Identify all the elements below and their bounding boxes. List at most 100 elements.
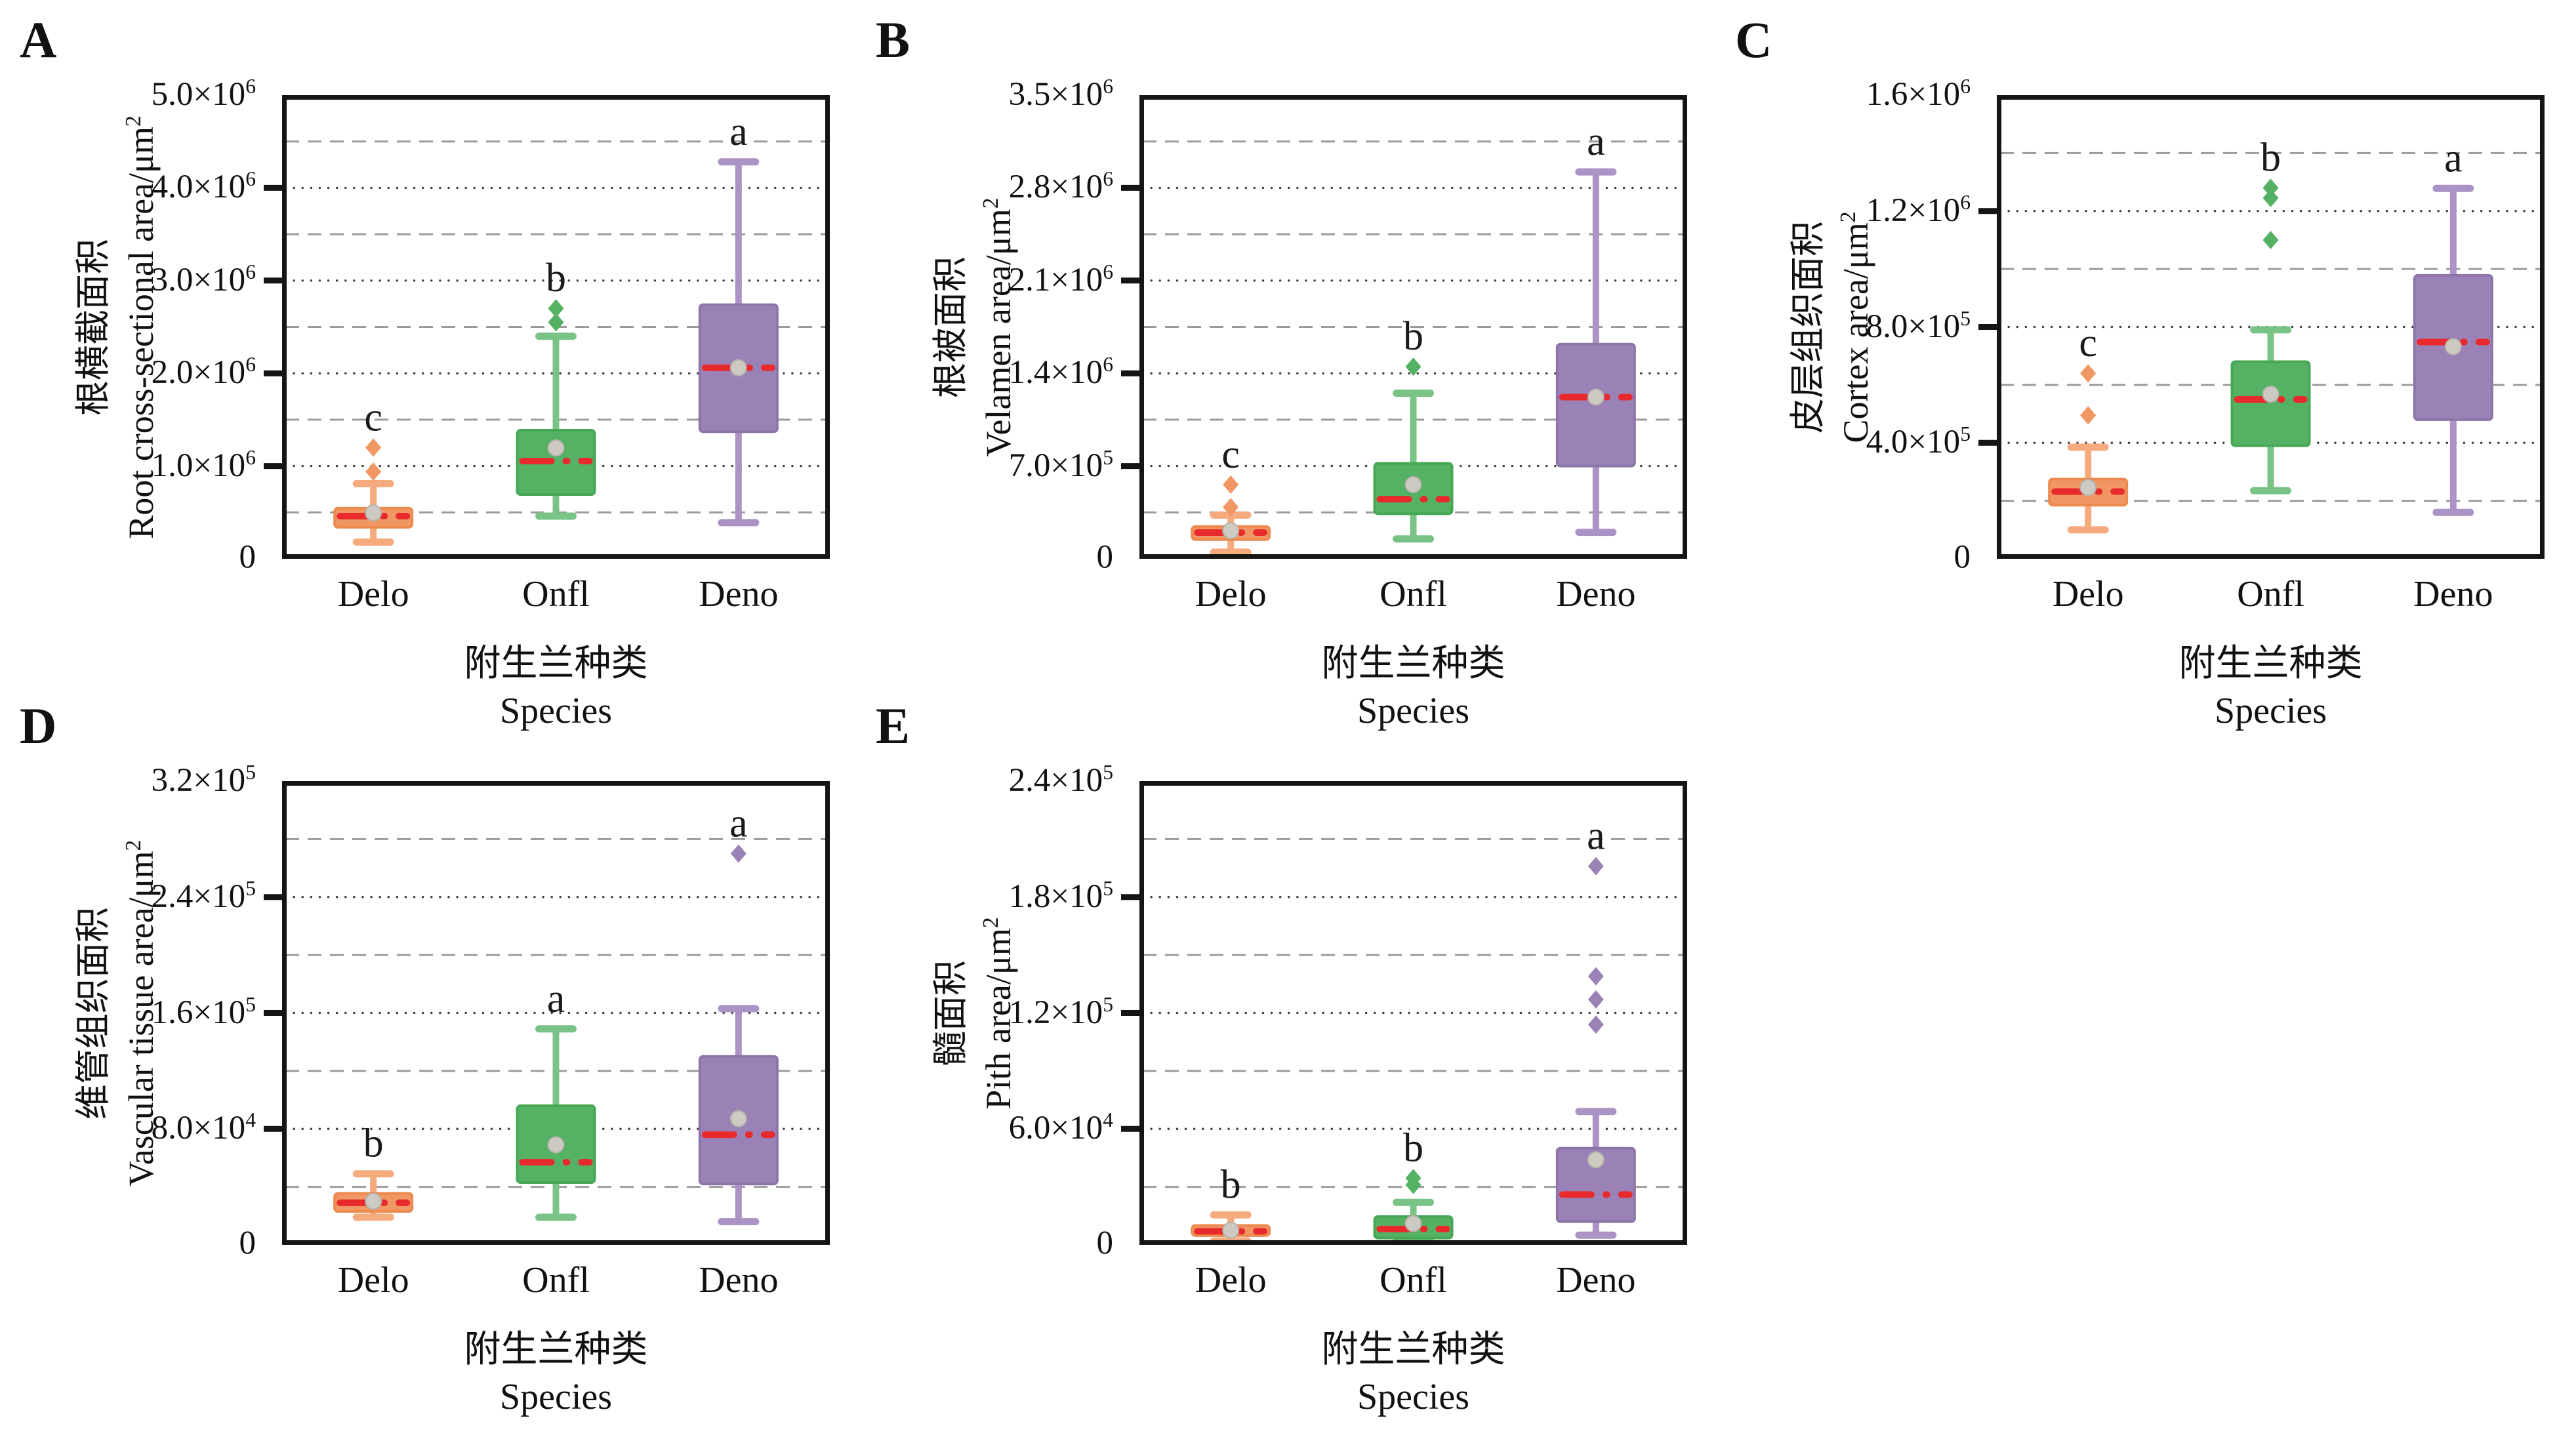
boxplot-A-Deno: a bbox=[698, 110, 779, 527]
significance-letter-B-Deno: a bbox=[1587, 119, 1605, 164]
significance-letter-D-Delo: b bbox=[363, 1122, 384, 1166]
x-axis-title-cn-C: 附生兰种类 bbox=[2179, 643, 2363, 684]
whisker-cap-bottom-Onfl bbox=[535, 1213, 577, 1221]
boxplot-E-Deno: a bbox=[1555, 814, 1636, 1239]
y-tick-label-E-120000: 1.2×105 bbox=[1008, 992, 1113, 1031]
whisker-cap-top-Deno bbox=[718, 1005, 760, 1013]
outlier-marker-Onfl-1 bbox=[1405, 1169, 1422, 1188]
outlier-marker-Deno-3 bbox=[1587, 857, 1604, 876]
mean-marker-Deno bbox=[1587, 388, 1605, 406]
y-tick-label-E-0: 0 bbox=[1096, 1224, 1114, 1262]
y-tick-label-D-320000: 3.2×105 bbox=[151, 760, 256, 799]
outlier-marker-Deno-2 bbox=[1587, 967, 1604, 986]
significance-letter-D-Onfl: a bbox=[547, 977, 565, 1021]
whisker-cap-bottom-Onfl bbox=[1393, 535, 1434, 543]
plot-border-A bbox=[282, 95, 830, 559]
mean-marker-Deno bbox=[729, 1110, 747, 1127]
mean-marker-Deno bbox=[729, 359, 747, 376]
y-tick-label-B-2100000: 2.1×106 bbox=[1008, 260, 1113, 298]
outlier-marker-Delo-0 bbox=[2080, 406, 2097, 425]
x-category-label-A-Deno: Deno bbox=[699, 574, 779, 615]
y-tick-label-E-240000: 2.4×105 bbox=[1008, 760, 1113, 799]
significance-letter-C-Onfl: b bbox=[2260, 135, 2281, 180]
x-axis-title-en-E: Species bbox=[1357, 1377, 1470, 1417]
y-tick-label-B-1400000: 1.4×106 bbox=[1008, 353, 1113, 392]
whisker-cap-top-Onfl bbox=[2250, 326, 2291, 334]
significance-letter-E-Deno: a bbox=[1587, 814, 1605, 859]
x-category-label-D-Delo: Delo bbox=[337, 1260, 409, 1301]
outlier-marker-Delo-0 bbox=[1223, 498, 1239, 517]
y-tick-label-A-0: 0 bbox=[239, 538, 256, 576]
panel-letter-C: C bbox=[1735, 11, 1772, 68]
x-category-label-B-Onfl: Onfl bbox=[1380, 574, 1447, 615]
outlier-marker-Deno-1 bbox=[1587, 990, 1604, 1009]
panel-letter-D: D bbox=[20, 697, 57, 754]
y-tick-label-D-240000: 2.4×105 bbox=[151, 876, 256, 915]
boxplot-B-Deno: a bbox=[1555, 119, 1636, 536]
x-category-label-C-Onfl: Onfl bbox=[2237, 574, 2304, 615]
plot-area-B: c b a bbox=[1121, 95, 1687, 559]
mean-marker-Delo bbox=[1222, 1221, 1240, 1239]
whisker-cap-bottom-Deno bbox=[718, 1218, 760, 1226]
plot-area-C: c b a bbox=[1978, 95, 2545, 559]
mean-marker-Onfl bbox=[2262, 386, 2280, 403]
x-category-label-E-Delo: Delo bbox=[1195, 1260, 1267, 1301]
box-Onfl bbox=[516, 429, 596, 496]
y-tick-label-A-4000000: 4.0×106 bbox=[151, 167, 256, 206]
x-axis-title-cn-E: 附生兰种类 bbox=[1321, 1329, 1505, 1370]
y-tick-label-A-1000000: 1.0×106 bbox=[151, 445, 256, 484]
outlier-marker-Onfl-1 bbox=[548, 299, 564, 318]
y-tick-label-E-60000: 6.0×104 bbox=[1008, 1108, 1113, 1147]
box-Deno bbox=[1555, 1146, 1636, 1223]
outlier-marker-Deno-0 bbox=[1587, 1015, 1604, 1034]
whisker-cap-top-Onfl bbox=[1393, 1198, 1434, 1206]
outlier-marker-Onfl-0 bbox=[548, 313, 564, 332]
whisker-cap-top-Delo bbox=[352, 479, 394, 487]
plot-border-B bbox=[1139, 95, 1687, 559]
y-tick-label-D-80000: 8.0×104 bbox=[151, 1108, 256, 1147]
x-category-label-D-Onfl: Onfl bbox=[522, 1260, 590, 1301]
plot-area-E: b b a bbox=[1121, 781, 1687, 1245]
x-category-label-E-Onfl: Onfl bbox=[1380, 1260, 1447, 1301]
outlier-marker-Onfl-1 bbox=[2262, 188, 2279, 207]
boxplot-C-Delo: c bbox=[2048, 321, 2129, 534]
x-category-label-C-Deno: Deno bbox=[2413, 574, 2493, 615]
whisker-cap-bottom-Delo bbox=[2067, 526, 2109, 534]
boxplot-A-Delo: c bbox=[333, 395, 414, 546]
significance-letter-E-Onfl: b bbox=[1403, 1125, 1423, 1170]
y-tick-label-C-400000: 4.0×105 bbox=[1866, 422, 1971, 461]
whisker-cap-top-Deno bbox=[1575, 168, 1617, 176]
y-tick-label-A-5000000: 5.0×106 bbox=[151, 74, 256, 113]
outlier-marker-Delo-1 bbox=[2080, 364, 2097, 383]
outlier-marker-Delo-0 bbox=[365, 462, 382, 481]
outlier-marker-Deno-0 bbox=[730, 844, 747, 863]
mean-marker-Delo bbox=[1222, 522, 1240, 540]
mean-marker-Deno bbox=[1587, 1151, 1605, 1169]
boxplot-E-Delo: b bbox=[1191, 1162, 1271, 1245]
x-category-label-D-Deno: Deno bbox=[699, 1260, 779, 1301]
boxplot-A-Onfl: b bbox=[516, 256, 596, 520]
boxplot-B-Delo: c bbox=[1191, 432, 1271, 556]
y-tick-label-C-800000: 8.0×105 bbox=[1866, 306, 1971, 345]
x-category-label-B-Delo: Delo bbox=[1195, 574, 1267, 615]
y-axis-title-en-B: Velamen area/μm2 bbox=[978, 197, 1018, 456]
whisker-cap-bottom-Deno bbox=[1575, 529, 1617, 536]
mean-marker-Delo bbox=[365, 504, 382, 522]
y-tick-label-A-3000000: 3.0×106 bbox=[151, 260, 256, 298]
whisker-cap-bottom-Onfl bbox=[2250, 487, 2291, 495]
y-tick-label-E-180000: 1.8×105 bbox=[1008, 876, 1113, 915]
y-tick-label-D-160000: 1.6×105 bbox=[151, 992, 256, 1031]
whisker-cap-top-Delo bbox=[1210, 1211, 1252, 1219]
plot-border-D bbox=[282, 781, 830, 1245]
mean-marker-Delo bbox=[2079, 479, 2097, 496]
x-axis-title-en-D: Species bbox=[499, 1377, 613, 1417]
whisker-cap-top-Deno bbox=[718, 158, 760, 166]
whisker-cap-top-Onfl bbox=[535, 1025, 577, 1033]
boxplot-D-Onfl: a bbox=[516, 977, 596, 1221]
significance-letter-D-Deno: a bbox=[729, 801, 748, 845]
x-axis-title-cn-D: 附生兰种类 bbox=[464, 1329, 648, 1370]
panel-letter-B: B bbox=[876, 11, 910, 68]
y-tick-label-B-2800000: 2.8×106 bbox=[1008, 167, 1113, 206]
plot-border-E bbox=[1139, 781, 1687, 1245]
mean-marker-Onfl bbox=[1404, 475, 1422, 493]
